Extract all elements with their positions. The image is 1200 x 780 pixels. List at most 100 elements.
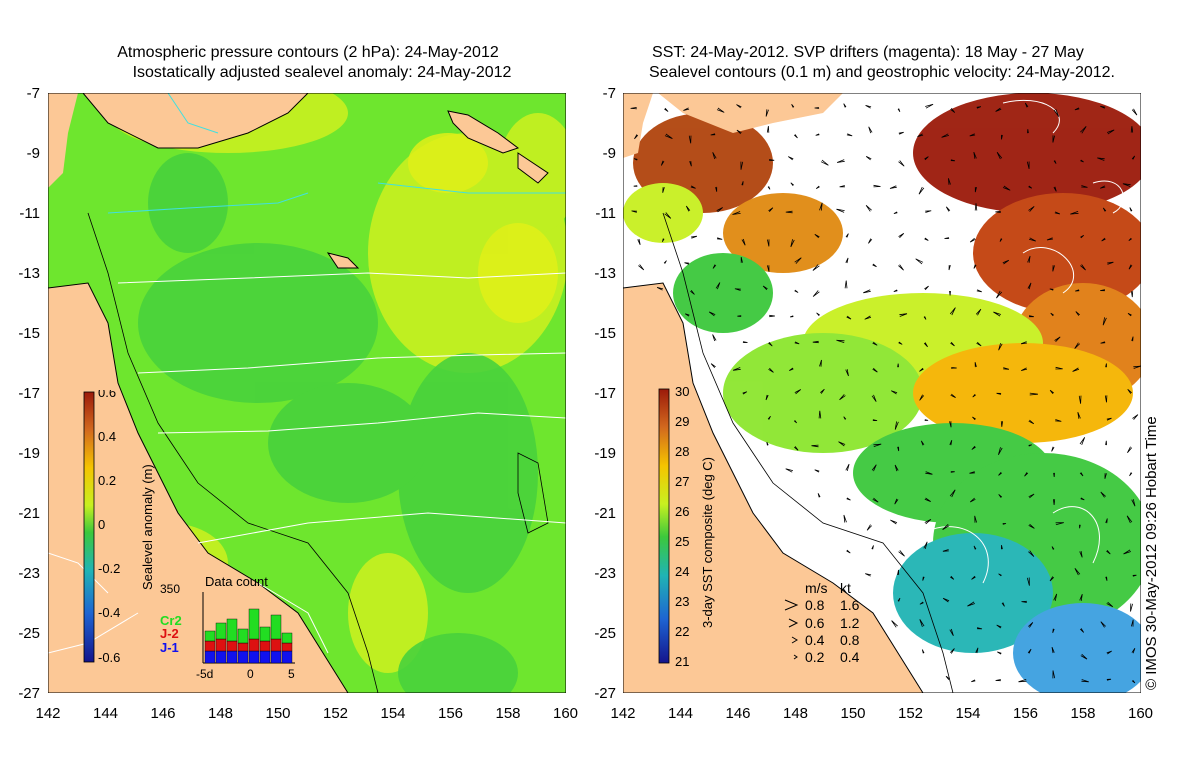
inset-bar-2-cr2 [226,618,238,642]
velocity-vector [836,159,845,163]
velocity-vector [1028,550,1035,557]
velocity-vector [941,133,950,138]
velocity-vector [790,182,794,187]
velocity-vector [662,187,665,193]
inset-legend-cr2: Cr2 [160,613,182,628]
lon-left-142: 142 [35,705,61,722]
velocity-vector [843,416,847,420]
velocity-vector [814,469,820,473]
velocity-vector [1132,414,1139,420]
velocity-vector [742,341,748,343]
velocity-vector [1106,678,1112,681]
velocity-vector [1126,515,1133,524]
velocity-vector [1131,108,1138,116]
sst-map [623,93,1141,693]
lat-right--21: -21 [594,505,616,522]
velocity-vector [732,367,741,371]
velocity-vector [1054,211,1061,215]
lon-left-158: 158 [495,705,521,722]
velocity-vector [1101,237,1106,242]
velocity-vector [708,311,716,317]
velocity-vector [1106,650,1112,655]
lon-right-144: 144 [667,705,694,722]
velocity-vector [794,389,802,395]
velocity-vector [1055,366,1063,370]
velocity-vector [1081,679,1089,683]
velocity-vector [712,264,717,269]
inset-ymax: 350 [160,582,180,596]
velocity-vector [893,289,898,292]
velocity-vector [794,257,802,264]
lon-right-154: 154 [955,705,981,722]
velocity-vector [925,210,932,213]
velocity-vector [864,315,872,320]
inset-bar-1-j2 [215,638,227,652]
velocity-vector [872,497,879,503]
velocity-vector [690,185,696,189]
velocity-vector [1028,622,1034,628]
velocity-vector [1105,518,1108,524]
velocity-vector [894,421,899,430]
velocity-vector [1129,472,1133,477]
velocity-vector [715,282,721,290]
inset-bar-1-j1 [215,650,227,664]
velocity-vector [634,134,639,140]
velocity-vector [924,156,929,161]
velocity-vector [1053,499,1056,505]
velocity-vector [1002,259,1010,265]
velocity-vector [846,315,852,320]
velocity-vector [1100,341,1106,344]
velocity-vector [663,260,667,264]
inset-bar-0-cr2 [204,630,216,642]
velocity-vector [1132,574,1137,577]
velocity-vector [918,186,925,195]
velocity-vector [766,441,769,446]
inset-bars [204,608,293,664]
vel-arrow-06 [788,618,799,628]
velocity-vector [1055,522,1064,526]
sl-tick-4: -0.2 [98,561,120,576]
lon-right-150: 150 [840,705,866,722]
velocity-vector [925,471,933,475]
velocity-vector [791,104,795,108]
velocity-vector [683,107,690,111]
velocity-vector [1026,161,1030,169]
velocity-vector [976,289,982,293]
velocity-vector [872,367,878,373]
velocity-vector [951,367,957,369]
velocity-vector [915,258,924,265]
velocity-vector [664,107,669,112]
velocity-vector [1024,102,1029,108]
velocity-vector [924,237,929,241]
velocity-vector [793,134,798,139]
velocity-vector [1127,312,1132,317]
velocity-vector [845,257,849,264]
velocity-vector [945,206,951,212]
velocity-vector [839,394,846,401]
velocity-vector [942,524,950,530]
velocity-vector [736,129,742,135]
velocity-vector [890,390,898,395]
lon-left-144: 144 [92,705,119,722]
inset-bar-3-cr2 [237,628,249,644]
velocity-vector [1104,395,1108,403]
velocity-vector [656,287,664,291]
velocity-vector [1079,437,1086,446]
lon-right-146: 146 [725,705,751,722]
inset-bar-2-j1 [226,650,238,664]
velocity-vector [871,545,874,550]
velocity-vector [1127,388,1132,394]
velocity-vector [794,289,799,293]
velocity-vector [1049,389,1054,394]
velocity-vector [976,106,982,109]
velocity-vector [1080,497,1085,501]
lat-left--27: -27 [18,685,40,702]
vel-row-1-ms: 0.6 [805,615,825,631]
velocity-vector [1053,472,1055,478]
velocity-vector [1053,160,1057,164]
velocity-vector [710,363,716,368]
lat-right--23: -23 [594,565,616,582]
inset-xtick-2: 5 [288,667,295,681]
velocity-vector [818,410,822,419]
velocity-vector [872,419,878,421]
